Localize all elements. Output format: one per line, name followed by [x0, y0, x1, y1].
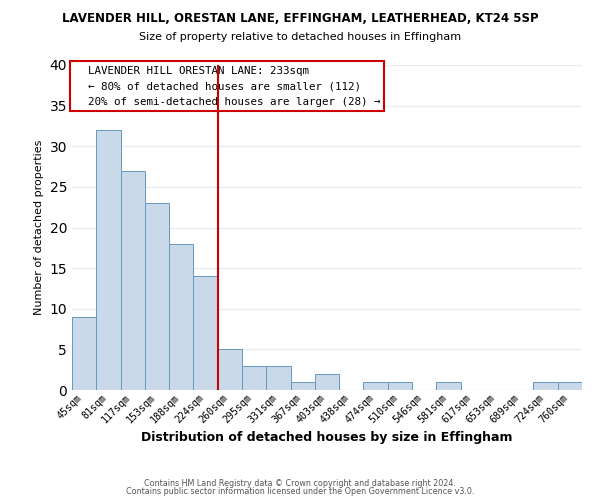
Bar — [290, 382, 315, 390]
Bar — [96, 130, 121, 390]
Bar — [121, 170, 145, 390]
Text: LAVENDER HILL, ORESTAN LANE, EFFINGHAM, LEATHERHEAD, KT24 5SP: LAVENDER HILL, ORESTAN LANE, EFFINGHAM, … — [62, 12, 538, 26]
Bar — [218, 350, 242, 390]
Bar — [169, 244, 193, 390]
Text: LAVENDER HILL ORESTAN LANE: 233sqm
  ← 80% of detached houses are smaller (112)
: LAVENDER HILL ORESTAN LANE: 233sqm ← 80%… — [74, 66, 380, 107]
Bar — [72, 317, 96, 390]
Y-axis label: Number of detached properties: Number of detached properties — [34, 140, 44, 315]
Text: Size of property relative to detached houses in Effingham: Size of property relative to detached ho… — [139, 32, 461, 42]
Bar — [145, 203, 169, 390]
Bar — [315, 374, 339, 390]
Bar — [533, 382, 558, 390]
Bar — [558, 382, 582, 390]
X-axis label: Distribution of detached houses by size in Effingham: Distribution of detached houses by size … — [141, 431, 513, 444]
Bar — [266, 366, 290, 390]
Bar — [436, 382, 461, 390]
Bar — [193, 276, 218, 390]
Bar — [364, 382, 388, 390]
Text: Contains public sector information licensed under the Open Government Licence v3: Contains public sector information licen… — [126, 488, 474, 496]
Text: Contains HM Land Registry data © Crown copyright and database right 2024.: Contains HM Land Registry data © Crown c… — [144, 478, 456, 488]
Bar — [388, 382, 412, 390]
Bar — [242, 366, 266, 390]
